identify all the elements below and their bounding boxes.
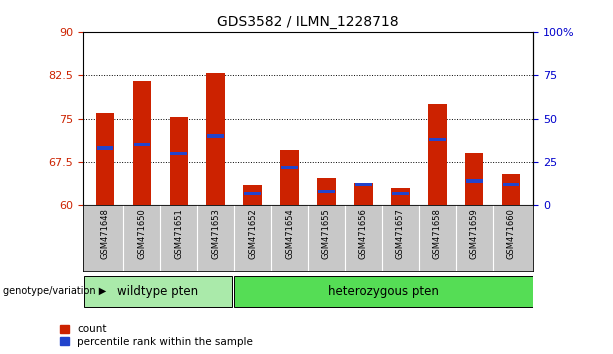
Bar bbox=[280, 150, 299, 205]
Bar bbox=[132, 81, 151, 205]
Bar bbox=[429, 138, 446, 141]
Text: heterozygous pten: heterozygous pten bbox=[328, 285, 438, 298]
Bar bbox=[355, 183, 371, 186]
Bar bbox=[245, 192, 261, 195]
Text: GSM471656: GSM471656 bbox=[359, 209, 368, 259]
Text: GSM471654: GSM471654 bbox=[285, 209, 294, 259]
Bar bbox=[207, 135, 224, 137]
Title: GDS3582 / ILMN_1228718: GDS3582 / ILMN_1228718 bbox=[217, 16, 399, 29]
Bar bbox=[428, 104, 446, 205]
Text: GSM471650: GSM471650 bbox=[137, 209, 147, 259]
Bar bbox=[318, 178, 336, 205]
Text: wildtype pten: wildtype pten bbox=[117, 285, 199, 298]
Bar bbox=[392, 192, 409, 195]
Bar bbox=[97, 147, 113, 150]
Text: GSM471653: GSM471653 bbox=[211, 209, 220, 259]
Text: GSM471655: GSM471655 bbox=[322, 209, 331, 259]
Text: GSM471660: GSM471660 bbox=[507, 209, 516, 259]
Bar bbox=[281, 166, 298, 169]
Bar bbox=[466, 179, 482, 183]
Text: GSM471652: GSM471652 bbox=[248, 209, 257, 259]
FancyBboxPatch shape bbox=[234, 276, 533, 307]
Text: GSM471659: GSM471659 bbox=[470, 209, 479, 259]
Bar bbox=[96, 113, 114, 205]
Bar bbox=[170, 152, 187, 155]
Bar bbox=[502, 173, 520, 205]
Text: GSM471651: GSM471651 bbox=[174, 209, 183, 259]
Bar bbox=[318, 190, 335, 193]
Bar bbox=[170, 118, 188, 205]
Bar bbox=[391, 188, 409, 205]
FancyBboxPatch shape bbox=[83, 276, 232, 307]
Bar bbox=[503, 183, 519, 186]
Text: GSM471657: GSM471657 bbox=[396, 209, 405, 259]
Text: GSM471648: GSM471648 bbox=[101, 209, 109, 259]
Bar bbox=[207, 74, 225, 205]
Bar bbox=[465, 153, 484, 205]
Text: GSM471658: GSM471658 bbox=[433, 209, 442, 259]
Bar bbox=[134, 143, 150, 146]
Bar bbox=[354, 183, 373, 205]
Legend: count, percentile rank within the sample: count, percentile rank within the sample bbox=[60, 324, 253, 347]
Bar bbox=[243, 185, 262, 205]
Text: genotype/variation ▶: genotype/variation ▶ bbox=[3, 286, 106, 296]
